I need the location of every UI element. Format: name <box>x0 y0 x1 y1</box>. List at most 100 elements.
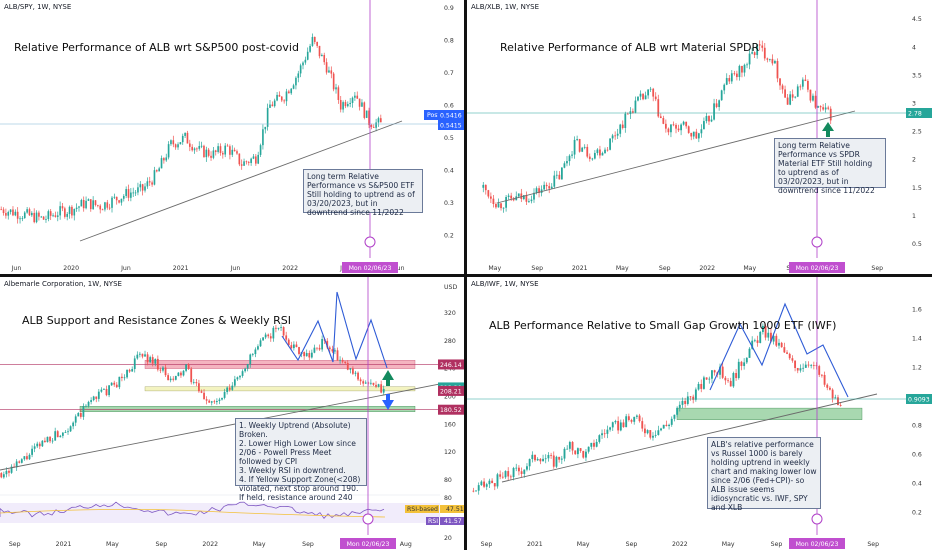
candle-body <box>321 54 323 57</box>
candle-body <box>82 406 85 417</box>
candle-body <box>622 422 625 428</box>
candle-body <box>369 382 372 384</box>
candle-body <box>172 378 175 380</box>
candle-body <box>318 347 321 350</box>
candle-body <box>705 377 708 380</box>
y-tick-label: 1 <box>912 213 916 220</box>
candle-body <box>18 461 21 463</box>
candle-body <box>100 389 103 392</box>
candle-body <box>154 358 157 364</box>
candle-body <box>2 474 5 478</box>
candle-body <box>652 88 655 97</box>
candle-body <box>215 401 218 403</box>
chart-alb-absolute: 32028024020016012080Sep2021MaySep2022May… <box>0 277 464 549</box>
candle-body <box>774 60 776 64</box>
candle-body <box>240 164 243 166</box>
candle-body <box>614 420 617 423</box>
candle-body <box>761 45 764 48</box>
candle-body <box>791 358 794 361</box>
panel-alb-absolute: 32028024020016012080Sep2021MaySep2022May… <box>0 277 464 550</box>
candle-body <box>344 361 347 364</box>
candle-body <box>801 79 804 87</box>
candle-body <box>630 419 633 422</box>
candle-body <box>812 95 814 101</box>
candle-body <box>377 384 380 387</box>
rsi-band <box>0 503 440 523</box>
candle-body <box>507 195 510 197</box>
candle-body <box>246 364 249 369</box>
candle-body <box>711 370 713 379</box>
candle-body <box>500 203 502 209</box>
candle-body <box>779 78 781 86</box>
candle-body <box>548 186 551 189</box>
x-tick-label: May <box>106 541 119 548</box>
candle-body <box>555 456 558 467</box>
candle-body <box>290 345 293 349</box>
candle-body <box>219 146 222 153</box>
candle-body <box>751 52 753 54</box>
candle-body <box>56 215 59 217</box>
candle-body <box>574 450 577 455</box>
candle-body <box>228 387 231 390</box>
candle-body <box>275 327 277 329</box>
candle-body <box>49 436 51 442</box>
candle-body <box>23 212 26 219</box>
candle-body <box>644 95 647 100</box>
candle-body <box>357 372 359 380</box>
candle-body <box>146 181 149 187</box>
candle-body <box>702 377 705 389</box>
candle-body <box>73 208 76 216</box>
candle-body <box>579 448 582 451</box>
candle-body <box>163 158 165 161</box>
x-tick-label: May <box>488 265 501 272</box>
candle-body <box>372 382 375 385</box>
candle-body <box>729 380 732 387</box>
candle-body <box>480 481 483 486</box>
candle-body <box>306 51 309 60</box>
candle-body <box>633 416 636 422</box>
candle-body <box>128 369 131 372</box>
candle-body <box>231 385 234 390</box>
candle-body <box>131 369 134 372</box>
candle-body <box>328 70 330 73</box>
rsi-value: 41.57 <box>444 518 462 525</box>
candle-body <box>332 73 335 90</box>
candle-body <box>218 399 221 402</box>
candle-body <box>342 102 344 110</box>
candle-body <box>761 325 764 333</box>
candle-body <box>824 107 827 110</box>
wave-pattern <box>709 302 849 398</box>
y-tick-label: 80 <box>444 477 452 484</box>
candle-body <box>593 152 596 159</box>
candle-body <box>523 469 526 474</box>
candle-body <box>831 389 834 399</box>
candle-body <box>299 65 302 74</box>
candle-body <box>670 124 672 133</box>
candle-body <box>504 471 507 478</box>
candle-body <box>667 128 670 133</box>
candle-body <box>334 350 336 352</box>
candle-body <box>354 95 356 98</box>
candle-body <box>198 146 201 149</box>
candle-body <box>375 122 377 128</box>
candle-body <box>591 158 594 160</box>
candle-body <box>783 347 786 353</box>
candle-body <box>507 471 510 477</box>
candle-body <box>222 152 224 155</box>
candle-body <box>626 113 629 115</box>
candle-body <box>828 387 831 390</box>
candle-body <box>515 467 518 469</box>
candle-body <box>156 358 159 370</box>
candle-body <box>104 202 106 210</box>
candle-body <box>54 431 57 441</box>
candle-body <box>164 367 167 376</box>
candle-body <box>595 441 598 447</box>
candle-body <box>689 396 692 398</box>
candle-body <box>614 135 617 137</box>
y-tick-label: 3 <box>912 101 916 108</box>
y-tick-label: 1.2 <box>912 365 922 372</box>
candle-body <box>295 344 298 348</box>
candle-body <box>61 206 64 209</box>
trend-line <box>496 110 856 204</box>
candle-body <box>772 335 775 342</box>
